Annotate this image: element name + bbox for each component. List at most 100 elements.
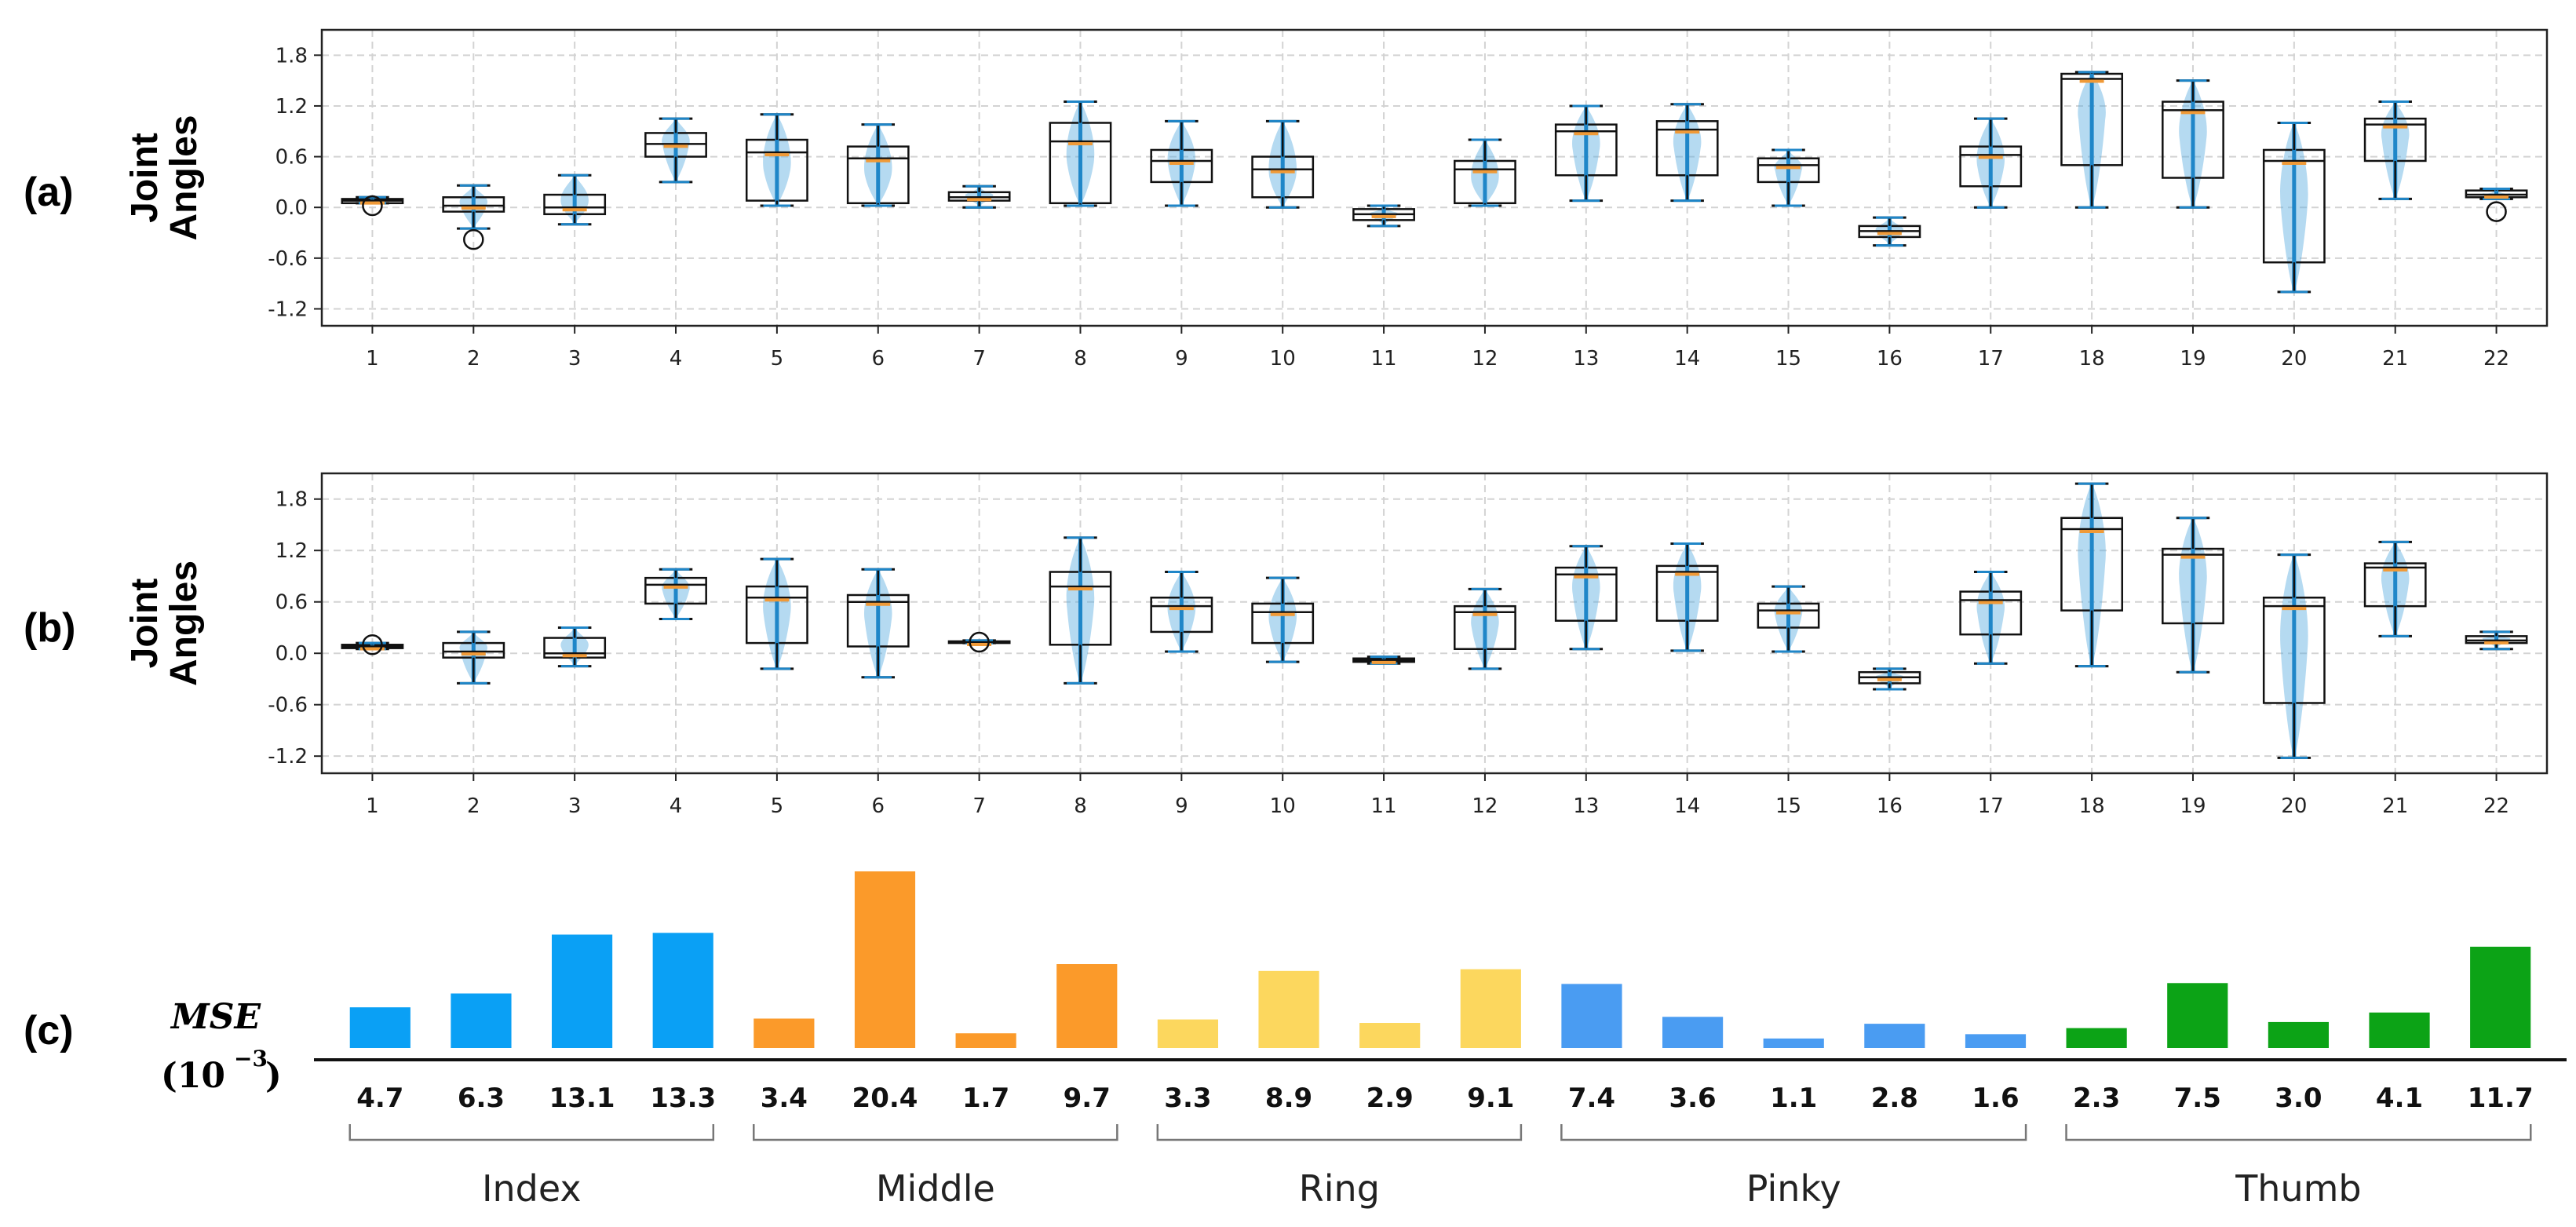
x-tick-label: 10 — [1270, 794, 1296, 818]
bar — [1056, 964, 1118, 1048]
bar-value-label: 13.3 — [650, 1083, 716, 1114]
group-bracket — [1560, 1124, 2027, 1141]
plot-frame — [320, 28, 2549, 327]
bar-value-label: 4.1 — [2376, 1083, 2423, 1114]
x-tick-label: 6 — [871, 347, 885, 371]
bar-value-label: 2.3 — [2073, 1083, 2120, 1114]
y-tick-label: -0.6 — [268, 694, 308, 718]
x-tick-label: 11 — [1371, 347, 1397, 371]
x-tick-label: 7 — [972, 347, 986, 371]
x-tick-label: 18 — [2079, 794, 2105, 818]
x-tick-label: 20 — [2281, 794, 2307, 818]
x-tick-label: 9 — [1175, 347, 1188, 371]
y-tick-label: 0.0 — [275, 642, 308, 666]
group-label: Index — [482, 1167, 582, 1210]
bar-value-label: 3.4 — [761, 1083, 808, 1114]
bar — [1157, 1019, 1218, 1048]
y-tick-label: -0.6 — [268, 247, 308, 271]
bar-value-label: 13.1 — [549, 1083, 615, 1114]
bar — [2167, 983, 2228, 1048]
bar-value-label: 9.7 — [1064, 1083, 1111, 1114]
plot-frame — [320, 472, 2549, 775]
bar-value-label: 2.9 — [1366, 1083, 1414, 1114]
bar-value-label: 11.7 — [2468, 1083, 2534, 1114]
bar — [349, 1007, 410, 1048]
x-tick-label: 11 — [1371, 794, 1397, 818]
bar — [753, 1018, 815, 1048]
outlier-point — [2486, 201, 2507, 222]
x-tick-label: 16 — [1877, 347, 1903, 371]
x-tick-label: 6 — [871, 794, 885, 818]
bar — [2066, 1028, 2127, 1048]
group-label: Ring — [1299, 1167, 1380, 1210]
x-tick-label: 5 — [771, 347, 784, 371]
bar-value-label: 3.3 — [1164, 1083, 1211, 1114]
x-tick-label: 7 — [972, 794, 986, 818]
group-bracket — [753, 1124, 1118, 1141]
y-tick-label: 0.6 — [275, 146, 308, 170]
x-tick-label: 19 — [2180, 794, 2206, 818]
y-axis-label-line1: Joint — [124, 133, 166, 223]
y-tick-label: 1.8 — [275, 488, 308, 512]
x-tick-label: 1 — [366, 347, 379, 371]
panel-label: (b) — [24, 605, 75, 651]
y-axis-label-line1: Joint — [124, 579, 166, 669]
bar-value-label: 3.0 — [2275, 1083, 2322, 1114]
y-axis-unit-open: (10 — [161, 1056, 225, 1096]
x-tick-label: 13 — [1573, 347, 1599, 371]
outlier-point — [362, 195, 383, 217]
x-tick-label: 14 — [1674, 794, 1700, 818]
bar — [1965, 1034, 2027, 1048]
x-tick-label: 17 — [1978, 347, 2004, 371]
y-axis-unit-exponent: −3 — [234, 1046, 268, 1072]
bar — [451, 993, 512, 1048]
panel-c: (c) MSE (10 −3) 4.7 6.3 13.1 13.3 3.4 20.4 1.7 9.7 3… — [24, 871, 2567, 1210]
bar-value-label: 6.3 — [458, 1083, 505, 1114]
group-bracket — [2065, 1124, 2532, 1141]
x-tick-label: 16 — [1877, 794, 1903, 818]
x-tick-label: 13 — [1573, 794, 1599, 818]
x-tick-label: 9 — [1175, 794, 1188, 818]
bar — [1763, 1038, 1824, 1048]
x-tick-label: 15 — [1775, 347, 1801, 371]
x-tick-label: 22 — [2483, 347, 2509, 371]
y-tick-label: 1.8 — [275, 44, 308, 68]
x-tick-label: 3 — [568, 794, 582, 818]
x-tick-label: 14 — [1674, 347, 1700, 371]
bar-value-label: 7.5 — [2174, 1083, 2221, 1114]
bar — [1864, 1024, 1925, 1048]
bar-value-label: 3.6 — [1669, 1083, 1716, 1114]
bar-value-label: 1.6 — [1972, 1083, 2019, 1114]
x-tick-label: 2 — [467, 794, 480, 818]
bar — [652, 933, 713, 1048]
x-tick-label: 5 — [771, 794, 784, 818]
x-tick-label: 4 — [670, 794, 683, 818]
y-axis-label: MSE — [170, 997, 261, 1037]
x-tick-label: 4 — [670, 347, 683, 371]
bar — [1258, 970, 1319, 1048]
y-tick-label: 1.2 — [275, 95, 308, 119]
x-tick-label: 18 — [2079, 347, 2105, 371]
bar-value-label: 7.4 — [1568, 1083, 1615, 1114]
y-tick-label: 1.2 — [275, 539, 308, 563]
bar — [955, 1033, 1016, 1048]
panel-label: (a) — [24, 170, 74, 215]
group-bracket — [348, 1124, 715, 1141]
bar — [2268, 1021, 2329, 1048]
y-axis-label-line2: Angles — [163, 561, 205, 686]
y-tick-label: -1.2 — [268, 745, 308, 769]
outlier-point — [463, 228, 484, 250]
bar-value-label: 9.1 — [1467, 1083, 1514, 1114]
x-tick-label: 21 — [2382, 794, 2408, 818]
bar-value-label: 8.9 — [1265, 1083, 1312, 1114]
outlier-point — [362, 634, 383, 655]
bar-value-label: 2.8 — [1871, 1083, 1918, 1114]
x-tick-label: 21 — [2382, 347, 2408, 371]
bar — [2369, 1012, 2430, 1048]
y-axis-unit-close: ) — [265, 1056, 282, 1096]
x-tick-label: 2 — [467, 347, 480, 371]
bar — [1359, 1023, 1421, 1048]
bar-value-label: 1.7 — [962, 1083, 1009, 1114]
